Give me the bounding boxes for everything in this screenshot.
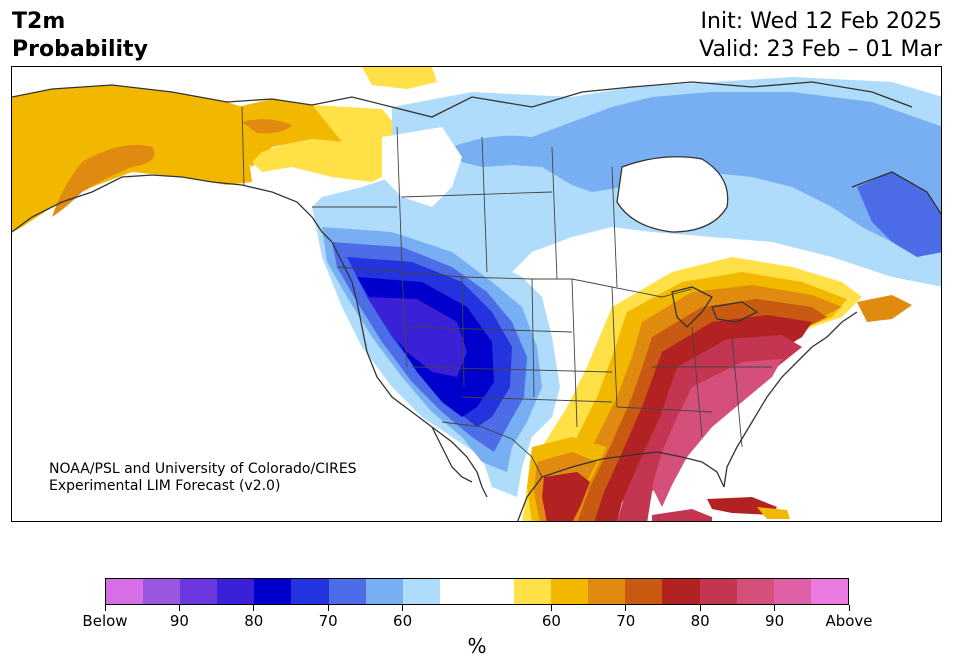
political-borders: [241, 106, 772, 478]
init-date: Init: Wed 12 Feb 2025: [700, 9, 942, 34]
colorbar-tick: [625, 605, 627, 611]
caribbean-red: [707, 497, 777, 515]
colorbar-tick-label: 90: [169, 612, 189, 630]
colorbar-tick: [402, 605, 404, 611]
colorbar-segment: [106, 579, 144, 604]
colorbar: [105, 578, 849, 605]
cuba-crimson: [652, 509, 712, 521]
colorbar-tick-label: 90: [765, 612, 785, 630]
province-lines: [312, 126, 618, 288]
valid-dates: Valid: 23 Feb – 01 Mar: [699, 37, 942, 62]
southeast-crimson: [617, 335, 802, 521]
state-lines: [401, 271, 772, 448]
colorbar-unit: %: [467, 634, 487, 658]
pacific-coast: [331, 241, 488, 498]
hudson-bay-coast: [616, 156, 729, 233]
colorbar-tick: [550, 605, 552, 611]
atlantic-coast: [723, 311, 858, 488]
colorbar-tick: [327, 605, 329, 611]
us-canada-border: [336, 266, 693, 298]
colorbar-segment: [551, 579, 589, 604]
great-lakes-outline: [671, 286, 759, 328]
nova-scotia-orange: [857, 295, 912, 322]
labrador-cold-strong: [857, 172, 941, 257]
coastlines: [12, 81, 941, 521]
colorbar-tick: [774, 605, 776, 611]
colorbar-segment: [625, 579, 663, 604]
west-cold-extreme: [367, 297, 467, 377]
colorbar-segment: [402, 579, 440, 604]
colorbar-segment: [143, 579, 181, 604]
colorbar-segment: [365, 579, 403, 604]
colorbar-tick: [104, 605, 106, 611]
colorbar-segment: [736, 579, 774, 604]
caribbean-gold: [757, 507, 790, 519]
prairies-white: [382, 127, 462, 207]
baja-coast: [431, 426, 473, 483]
southeast-pink-core: [652, 359, 782, 507]
colorbar-tick: [178, 605, 180, 611]
credit-text: NOAA/PSL and University of Colorado/CIRE…: [49, 461, 357, 495]
colorbar-segment: [217, 579, 255, 604]
colorbar-segment: [328, 579, 366, 604]
hudson-bay-white: [617, 156, 728, 232]
great-plains-white: [532, 257, 652, 407]
colorbar-tick-label: 70: [318, 612, 338, 630]
yukon-orange-spot: [242, 119, 292, 134]
colorbar-segment: [254, 579, 292, 604]
colorbar-tick-label: Above: [825, 612, 873, 630]
colorbar-segment: [588, 579, 626, 604]
alaska-south-coast: [12, 174, 333, 243]
colorbar-tick-label: 60: [541, 612, 561, 630]
texas-red-band: [542, 472, 590, 521]
colorbar-segment: [476, 579, 515, 604]
arctic-yellow-island: [362, 67, 437, 89]
credit-line-2: Experimental LIM Forecast (v2.0): [49, 478, 281, 494]
labrador-coast: [851, 171, 941, 216]
product-label: Probability: [12, 37, 148, 62]
variable-label: T2m: [12, 9, 66, 34]
colorbar-tick-label: 80: [690, 612, 710, 630]
colorbar-tick: [848, 605, 850, 611]
map-title: T2m Probability: [12, 8, 148, 64]
colorbar-segment: [439, 579, 477, 604]
colorbar-segment: [662, 579, 700, 604]
alaska-orange-core: [52, 144, 155, 217]
probability-map: [11, 66, 942, 522]
colorbar-tick-label: 60: [393, 612, 413, 630]
alaska-canada-border: [241, 106, 245, 186]
colorbar-tick: [699, 605, 701, 611]
colorbar-segment: [773, 579, 811, 604]
forecast-dates: Init: Wed 12 Feb 2025 Valid: 23 Feb – 01…: [699, 8, 942, 64]
colorbar-tick-label: 70: [616, 612, 636, 630]
colorbar-segment: [291, 579, 329, 604]
colorbar-tick-label: Below: [82, 612, 128, 630]
nwt-yellow-region: [252, 105, 397, 182]
map-svg: [12, 67, 941, 521]
colorbar-tick-label: 80: [244, 612, 264, 630]
colorbar-segment: [180, 579, 218, 604]
colorbar-tick: [253, 605, 255, 611]
alaska-coast: [12, 84, 393, 108]
gulf-coast: [517, 451, 725, 521]
colorbar-segment: [514, 579, 552, 604]
arctic-coast: [391, 81, 913, 118]
us-mexico-border: [441, 421, 543, 478]
credit-line-1: NOAA/PSL and University of Colorado/CIRE…: [49, 461, 357, 477]
colorbar-segment: [810, 579, 848, 604]
colorbar-segment: [699, 579, 737, 604]
